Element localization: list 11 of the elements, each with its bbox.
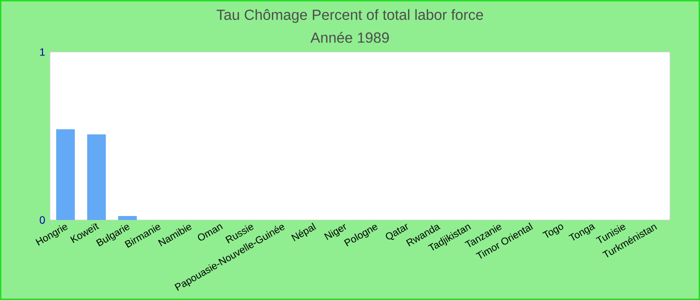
chart-subtitle: Année 1989	[310, 32, 389, 43]
x-tick-label: Qatar	[386, 224, 408, 240]
bar	[87, 134, 106, 220]
x-tick-label: Tonga	[568, 224, 596, 240]
chart-title: Tau Chômage Percent of total labor force	[216, 9, 484, 23]
bar	[56, 129, 75, 220]
x-tick-label: Togo	[542, 224, 564, 238]
x-tick-label: Niger	[324, 224, 346, 240]
bar	[118, 216, 137, 220]
y-tick-label: 1	[40, 48, 45, 56]
y-tick-label: 0	[40, 216, 45, 224]
